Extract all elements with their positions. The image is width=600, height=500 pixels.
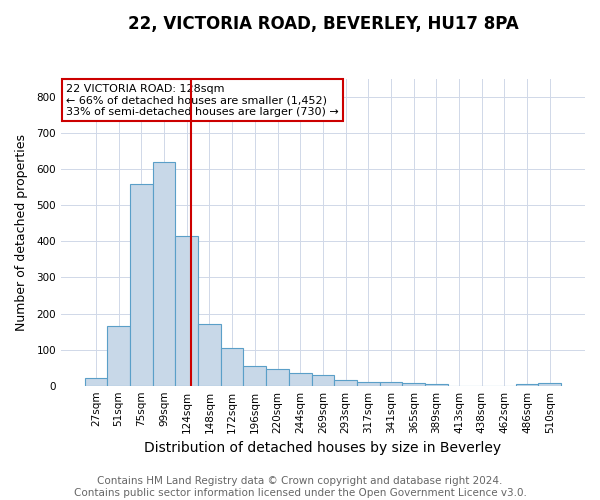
Bar [266,370,289,386]
Bar [403,383,425,386]
Bar [289,373,311,386]
Bar [244,366,266,386]
Bar [334,380,357,386]
Bar [357,382,380,386]
Bar [85,378,107,386]
Bar [130,184,153,386]
Bar [311,375,334,386]
Bar [107,326,130,386]
Bar [516,384,538,386]
Bar [221,348,244,386]
X-axis label: Distribution of detached houses by size in Beverley: Distribution of detached houses by size … [145,441,502,455]
Y-axis label: Number of detached properties: Number of detached properties [15,134,28,331]
Bar [198,324,221,386]
Bar [175,236,198,386]
Text: Contains HM Land Registry data © Crown copyright and database right 2024.
Contai: Contains HM Land Registry data © Crown c… [74,476,526,498]
Bar [425,384,448,386]
Text: 22 VICTORIA ROAD: 128sqm
← 66% of detached houses are smaller (1,452)
33% of sem: 22 VICTORIA ROAD: 128sqm ← 66% of detach… [66,84,339,117]
Bar [153,162,175,386]
Title: 22, VICTORIA ROAD, BEVERLEY, HU17 8PA: 22, VICTORIA ROAD, BEVERLEY, HU17 8PA [128,15,518,33]
Bar [380,382,403,386]
Bar [538,383,561,386]
